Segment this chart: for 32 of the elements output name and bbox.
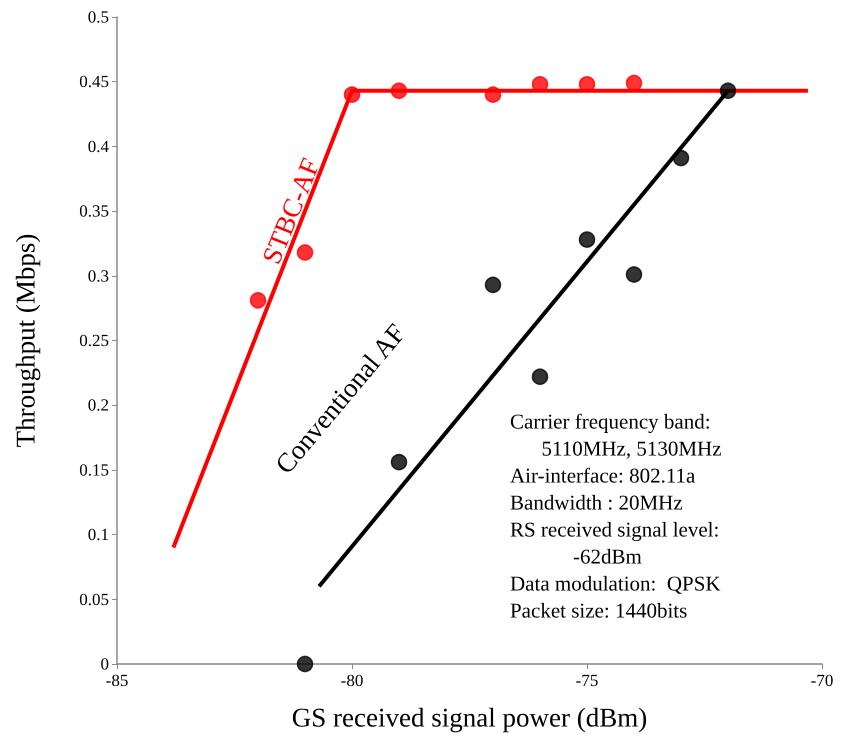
point [532, 368, 548, 385]
x-tick-label: -75 [576, 671, 598, 690]
point [250, 292, 266, 309]
point [672, 150, 690, 166]
y-tick-label: 0.25 [79, 331, 109, 350]
y-tick-label: 0.2 [88, 396, 109, 415]
x-tick-label: -85 [106, 671, 128, 690]
point [390, 82, 408, 100]
x-tick-label: -80 [340, 671, 364, 690]
point [578, 231, 596, 248]
point [344, 86, 360, 103]
x-tick-label: -70 [810, 671, 834, 690]
point [296, 656, 314, 672]
point [532, 76, 548, 93]
y-tick-label: 0.4 [88, 136, 110, 156]
y-tick-label: 0.35 [79, 202, 109, 221]
point [390, 454, 408, 470]
point [578, 76, 596, 93]
y-tick-label: 0.05 [79, 590, 109, 609]
point [626, 266, 642, 283]
point [720, 82, 736, 100]
y-tick-label: 0.5 [88, 8, 109, 26]
annotation: Carrier frequency band: 5110MHz, 5130MHz Air-interface: 802.11a Bandwidth : 20MHz RS received signal level: -62dBm Data modulation: QPSK Packet size: 1440bits [510, 410, 722, 622]
y-tick-label: 0.15 [79, 460, 109, 480]
point [484, 86, 502, 103]
y-axis-title: Throughput (Mbps) [10, 234, 40, 448]
y-tick-label: 0.1 [88, 525, 109, 544]
point [484, 276, 502, 294]
x-axis-title: GS received signal power (dBm) [292, 702, 648, 732]
y-tick-label: 0.3 [88, 266, 109, 286]
y-tick-label: 0.45 [79, 72, 109, 92]
y-tick-label: 0 [100, 654, 109, 674]
